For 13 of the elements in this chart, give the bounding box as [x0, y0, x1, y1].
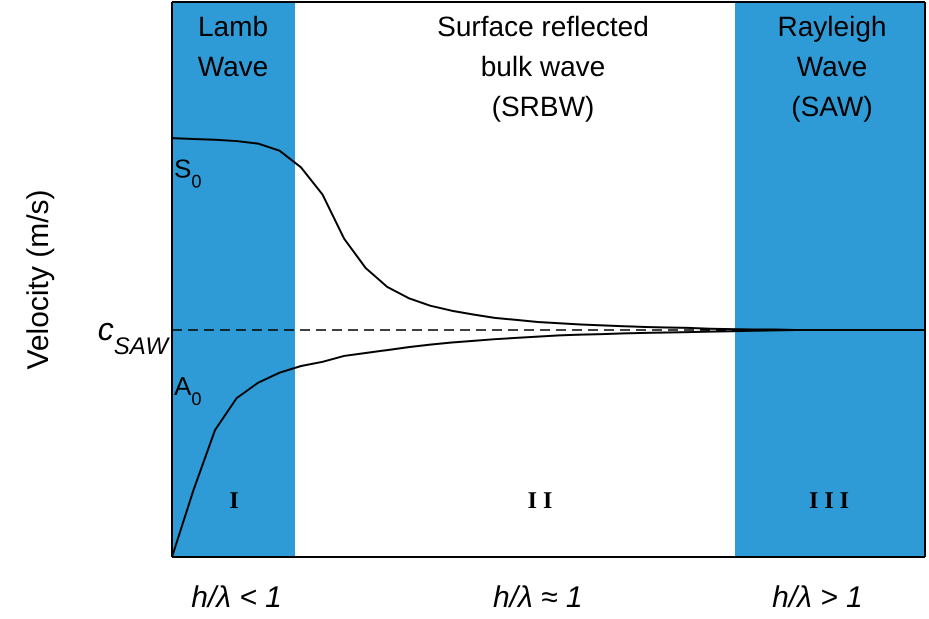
series-label: S$_{0}$ — [174, 154, 202, 192]
text: Rayleigh Wave (SAW) — [778, 11, 886, 122]
series-label: A$_{0}$ — [174, 370, 202, 409]
annotation: II — [528, 488, 558, 514]
text: Lamb Wave — [198, 11, 268, 82]
y-axis-title: Velocity (m/s) — [22, 189, 55, 370]
x-tick-label: h/λ ≈ 1 — [492, 581, 583, 614]
annotation: III — [808, 488, 856, 514]
text: Surface reflected bulk wave (SRBW) — [437, 11, 649, 122]
x-tick-label: h/λ > 1 — [772, 581, 863, 614]
annotation: I — [229, 488, 245, 514]
x-tick-label: h/λ < 1 — [191, 581, 282, 614]
ref-line-label: c$_{SAW}$ — [98, 310, 170, 360]
